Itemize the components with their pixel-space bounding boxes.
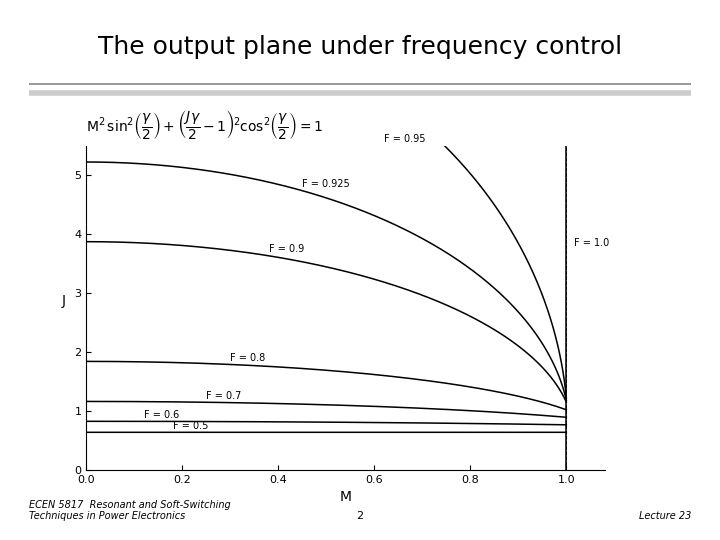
Text: ECEN 5817  Resonant and Soft-Switching
Techniques in Power Electronics: ECEN 5817 Resonant and Soft-Switching Te…	[29, 500, 230, 521]
Text: F = 1.0: F = 1.0	[574, 238, 609, 248]
Text: 2: 2	[356, 511, 364, 521]
Text: F = 0.95: F = 0.95	[384, 134, 426, 144]
X-axis label: M: M	[340, 490, 351, 504]
Text: F = 0.925: F = 0.925	[302, 179, 350, 189]
Text: $\mathrm{M}^2\,\sin^2\!\left(\dfrac{\gamma}{2}\right)+\left(\dfrac{J\gamma}{2}-1: $\mathrm{M}^2\,\sin^2\!\left(\dfrac{\gam…	[86, 108, 324, 141]
Text: Lecture 23: Lecture 23	[639, 511, 691, 521]
Text: F = 0.5: F = 0.5	[173, 421, 208, 431]
Text: F = 0.9: F = 0.9	[269, 244, 304, 254]
Text: The output plane under frequency control: The output plane under frequency control	[98, 35, 622, 59]
Text: F = 0.6: F = 0.6	[144, 410, 179, 420]
Text: F = 0.8: F = 0.8	[230, 353, 266, 363]
Y-axis label: J: J	[61, 294, 66, 308]
Text: F = 0.7: F = 0.7	[207, 391, 242, 401]
